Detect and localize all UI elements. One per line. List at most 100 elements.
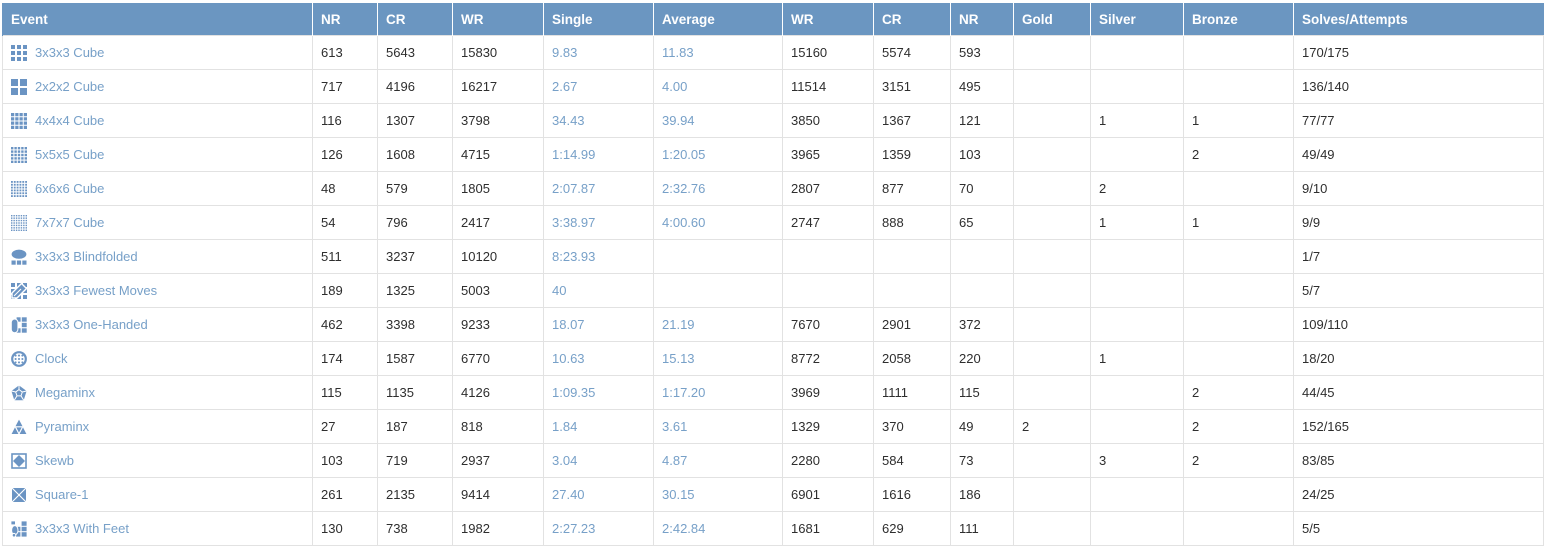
cell-cr_single: 1587 — [377, 341, 453, 376]
cell-single[interactable]: 3:38.97 — [543, 205, 654, 240]
cell-wr_average: 3969 — [782, 375, 874, 410]
cell-cr_single: 3237 — [377, 239, 453, 274]
cell-solves_attempts: 83/85 — [1293, 443, 1544, 478]
event-link[interactable]: 3x3x3 Fewest Moves — [11, 282, 304, 299]
cell-gold — [1013, 205, 1091, 240]
cell-average — [653, 273, 783, 308]
event-link[interactable]: 2x2x2 Cube — [11, 78, 304, 95]
square-1-icon — [11, 486, 27, 503]
event-link[interactable]: 3x3x3 Blindfolded — [11, 249, 304, 265]
event-link[interactable]: Square-1 — [11, 486, 304, 503]
cell-average[interactable]: 2:42.84 — [653, 511, 783, 546]
cell-gold — [1013, 35, 1091, 70]
cell-single[interactable]: 2:27.23 — [543, 511, 654, 546]
table-row: 6x6x6 Cube 48 579 1805 2:07.87 2:32.76 2807 87… — [2, 171, 1544, 206]
cell-cr_average: 629 — [873, 511, 951, 546]
event-link[interactable]: 3x3x3 With Feet — [11, 520, 304, 537]
cell-average[interactable]: 4.00 — [653, 69, 783, 104]
event-cell: 6x6x6 Cube — [2, 171, 313, 206]
cell-nr_average — [950, 239, 1014, 274]
cell-average[interactable]: 3.61 — [653, 409, 783, 444]
cell-single[interactable]: 1:09.35 — [543, 375, 654, 410]
column-header-gold: Gold — [1013, 3, 1091, 36]
cell-cr_single: 3398 — [377, 307, 453, 342]
cell-average[interactable]: 11.83 — [653, 35, 783, 70]
column-header-bronze: Bronze — [1183, 3, 1294, 36]
cell-single[interactable]: 1.84 — [543, 409, 654, 444]
cell-nr_single: 462 — [312, 307, 378, 342]
event-link[interactable]: 4x4x4 Cube — [11, 112, 304, 129]
table-row: Skewb 103 719 2937 3.04 4.87 2280 584 73 3 2 83/85 — [2, 443, 1544, 478]
cell-average[interactable]: 30.15 — [653, 477, 783, 512]
cell-average[interactable]: 39.94 — [653, 103, 783, 138]
event-link[interactable]: Clock — [11, 350, 304, 367]
event-cell: 3x3x3 Blindfolded — [2, 239, 313, 274]
cell-wr_average: 3850 — [782, 103, 874, 138]
cell-average[interactable]: 4.87 — [653, 443, 783, 478]
cell-wr_single: 4715 — [452, 137, 544, 172]
column-header-wr_single: WR — [452, 3, 544, 36]
cell-wr_average — [782, 273, 874, 308]
cell-gold — [1013, 511, 1091, 546]
cell-solves_attempts: 5/7 — [1293, 273, 1544, 308]
cell-cr_single: 2135 — [377, 477, 453, 512]
cell-single[interactable]: 2.67 — [543, 69, 654, 104]
column-header-average: Average — [653, 3, 783, 36]
event-link[interactable]: Skewb — [11, 452, 304, 469]
cell-single[interactable]: 3.04 — [543, 443, 654, 478]
cell-solves_attempts: 109/110 — [1293, 307, 1544, 342]
megaminx-icon — [11, 384, 27, 401]
cell-bronze — [1183, 477, 1294, 512]
cell-bronze — [1183, 171, 1294, 206]
cell-single[interactable]: 34.43 — [543, 103, 654, 138]
cell-bronze — [1183, 273, 1294, 308]
one-handed-icon — [11, 316, 27, 333]
event-link[interactable]: 7x7x7 Cube — [11, 214, 304, 231]
cell-wr_single: 6770 — [452, 341, 544, 376]
cell-cr_average — [873, 239, 951, 274]
event-cell: 2x2x2 Cube — [2, 69, 313, 104]
event-cell: 3x3x3 Cube — [2, 35, 313, 70]
table-row: Pyraminx 27 187 818 1.84 3.61 1329 370 49 2 2 152/… — [2, 409, 1544, 444]
cell-silver: 3 — [1090, 443, 1184, 478]
blindfold-icon — [11, 249, 27, 265]
cube-2x2-icon — [11, 78, 27, 95]
cell-average[interactable]: 4:00.60 — [653, 205, 783, 240]
event-link[interactable]: 3x3x3 Cube — [11, 44, 304, 61]
cell-single[interactable]: 18.07 — [543, 307, 654, 342]
event-link[interactable]: Megaminx — [11, 384, 304, 401]
cell-silver: 1 — [1090, 103, 1184, 138]
event-label: 3x3x3 Blindfolded — [35, 249, 138, 264]
cell-wr_average: 6901 — [782, 477, 874, 512]
cell-silver — [1090, 273, 1184, 308]
cell-cr_average — [873, 273, 951, 308]
cell-single[interactable]: 10.63 — [543, 341, 654, 376]
event-cell: 3x3x3 One-Handed — [2, 307, 313, 342]
cell-average[interactable]: 21.19 — [653, 307, 783, 342]
cell-single[interactable]: 8:23.93 — [543, 239, 654, 274]
cell-single[interactable]: 1:14.99 — [543, 137, 654, 172]
cell-solves_attempts: 1/7 — [1293, 239, 1544, 274]
cell-average[interactable]: 15.13 — [653, 341, 783, 376]
cell-nr_single: 27 — [312, 409, 378, 444]
table-body: 3x3x3 Cube 613 5643 15830 9.83 11.83 15160 557… — [2, 35, 1544, 546]
cell-average[interactable]: 2:32.76 — [653, 171, 783, 206]
cell-bronze — [1183, 511, 1294, 546]
cell-single[interactable]: 2:07.87 — [543, 171, 654, 206]
cell-wr_average — [782, 239, 874, 274]
cell-single[interactable]: 40 — [543, 273, 654, 308]
cell-average[interactable]: 1:17.20 — [653, 375, 783, 410]
personal-records-table: Event NR CR WR Single Average WR CR NR Gold Silver… — [2, 3, 1544, 546]
event-link[interactable]: 6x6x6 Cube — [11, 180, 304, 197]
event-link[interactable]: 3x3x3 One-Handed — [11, 316, 304, 333]
event-link[interactable]: 5x5x5 Cube — [11, 146, 304, 163]
cell-single[interactable]: 9.83 — [543, 35, 654, 70]
cell-single[interactable]: 27.40 — [543, 477, 654, 512]
cell-bronze — [1183, 69, 1294, 104]
event-link[interactable]: Pyraminx — [11, 419, 304, 435]
cell-nr_single: 116 — [312, 103, 378, 138]
cell-cr_average: 888 — [873, 205, 951, 240]
cell-silver — [1090, 511, 1184, 546]
cell-average[interactable]: 1:20.05 — [653, 137, 783, 172]
